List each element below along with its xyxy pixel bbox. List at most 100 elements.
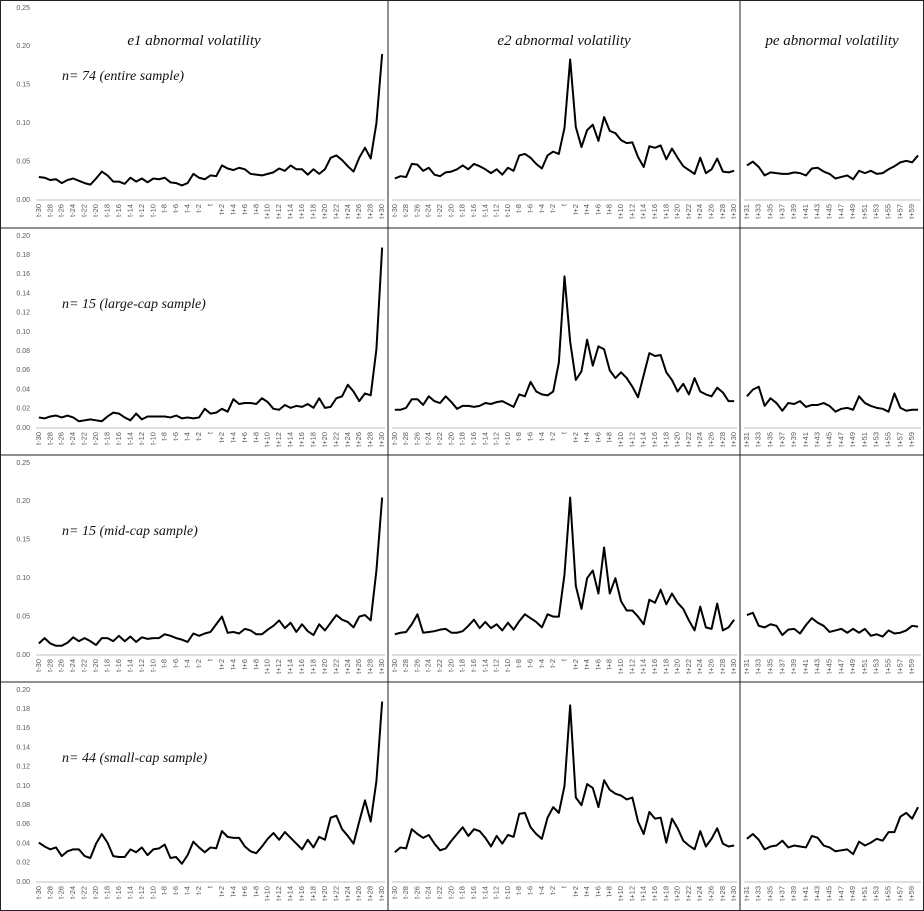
x-tick-label: t+49 (848, 886, 857, 901)
x-tick-label: t+20 (320, 886, 329, 901)
x-tick-label: t-22 (80, 659, 89, 672)
x-tick-label: t-14 (125, 659, 134, 672)
x-tick-label: t-10 (148, 432, 157, 445)
y-tick-label: 0.00 (16, 652, 30, 659)
x-tick-label: t+43 (813, 432, 822, 447)
x-tick-label: t+24 (695, 204, 704, 219)
x-tick-label: t+14 (286, 659, 295, 674)
x-tick-label: t+28 (366, 659, 375, 674)
x-tick-label: t-20 (446, 659, 455, 672)
y-tick-label: 0.25 (16, 5, 30, 12)
x-tick-label: t-20 (91, 432, 100, 445)
annotation: n= 15 (mid-cap sample) (62, 524, 198, 539)
x-tick-label: t (559, 885, 568, 888)
x-tick-label: t+45 (825, 659, 834, 674)
x-tick-label: t-20 (446, 432, 455, 445)
x-tick-label: t+20 (320, 204, 329, 219)
x-tick-label: t+20 (320, 432, 329, 447)
x-tick-label: t-30 (34, 204, 43, 217)
x-tick-label: t+28 (718, 886, 727, 901)
x-tick-label: t+35 (766, 659, 775, 674)
x-tick-label: t+55 (884, 886, 893, 901)
x-tick-label: t-20 (446, 886, 455, 899)
x-tick-label: t-26 (57, 204, 66, 217)
x-tick-label: t+57 (895, 432, 904, 447)
y-tick-label: 0.12 (16, 310, 30, 317)
x-tick-label: t-10 (503, 886, 512, 899)
x-tick-label: t+53 (872, 204, 881, 219)
x-tick-label: t-24 (68, 432, 77, 445)
y-tick-label: 0.04 (16, 386, 30, 393)
x-tick-label: t-4 (537, 204, 546, 213)
x-tick-label: t+10 (616, 204, 625, 219)
x-tick-label: t+22 (331, 659, 340, 674)
x-tick-label: t-16 (469, 659, 478, 672)
x-tick-label: t+24 (343, 432, 352, 447)
y-tick-label: 0.10 (16, 329, 30, 336)
x-tick-label: t+26 (354, 886, 363, 901)
x-tick-label: t+18 (661, 204, 670, 219)
x-tick-label: t-16 (114, 886, 123, 899)
x-tick-label: t-8 (514, 204, 523, 213)
x-tick-label: t-22 (435, 659, 444, 672)
x-tick-label: t-22 (435, 432, 444, 445)
x-tick-label: t+51 (860, 659, 869, 674)
x-tick-label: t+41 (801, 659, 810, 674)
x-tick-label: t+33 (754, 204, 763, 219)
x-tick-label: t+24 (695, 432, 704, 447)
series-line (746, 385, 919, 413)
x-tick-label: t-30 (390, 204, 399, 217)
x-tick-label: t+8 (605, 659, 614, 670)
x-tick-label: t+22 (331, 432, 340, 447)
x-tick-label: t+22 (684, 659, 693, 674)
chart-title: e1 abnormal volatility (127, 33, 261, 49)
x-tick-label: t-22 (80, 204, 89, 217)
x-tick-label: t+20 (320, 659, 329, 674)
x-tick-label: t+2 (571, 659, 580, 670)
y-tick-label: 0.14 (16, 744, 30, 751)
y-tick-label: 0.10 (16, 575, 30, 582)
x-tick-label: t+8 (605, 204, 614, 215)
x-tick-label: t-14 (125, 204, 134, 217)
x-tick-label: t+20 (673, 886, 682, 901)
x-tick-label: t-6 (526, 204, 535, 213)
x-tick-label: t-12 (137, 659, 146, 672)
x-tick-label: t-30 (390, 659, 399, 672)
y-tick-label: 0.10 (16, 120, 30, 127)
x-tick-label: t+39 (789, 432, 798, 447)
x-tick-label: t+18 (308, 659, 317, 674)
x-tick-label: t+8 (251, 204, 260, 215)
x-tick-label: t+6 (593, 886, 602, 897)
x-tick-label: t+8 (251, 886, 260, 897)
x-tick-label: t-30 (390, 886, 399, 899)
x-tick-label: t+14 (286, 886, 295, 901)
x-tick-label: t+59 (907, 659, 916, 674)
x-tick-label: t-4 (183, 659, 192, 668)
x-tick-label: t+28 (366, 886, 375, 901)
x-tick-label: t+49 (848, 204, 857, 219)
y-tick-label: 0.06 (16, 367, 30, 374)
x-tick-label: t+55 (884, 659, 893, 674)
x-tick-label: t+6 (240, 432, 249, 443)
x-tick-label: t-16 (469, 204, 478, 217)
x-tick-label: t-24 (424, 432, 433, 445)
x-tick-label: t+18 (308, 204, 317, 219)
x-tick-label: t+26 (354, 204, 363, 219)
x-tick-label: t+31 (742, 204, 751, 219)
x-tick-label: t+22 (684, 432, 693, 447)
x-tick-label: t+26 (354, 432, 363, 447)
x-tick-label: t+16 (650, 432, 659, 447)
x-tick-label: t+14 (639, 886, 648, 901)
x-tick-label: t-2 (194, 204, 203, 213)
x-tick-label: t (559, 658, 568, 661)
x-tick-label: t+33 (754, 659, 763, 674)
x-tick-label: t+12 (627, 432, 636, 447)
x-tick-label: t-20 (91, 204, 100, 217)
x-tick-label: t-14 (480, 886, 489, 899)
x-tick-label: t-18 (458, 204, 467, 217)
x-tick-label: t+35 (766, 204, 775, 219)
y-tick-label: 0.18 (16, 706, 30, 713)
y-tick-label: 0.05 (16, 158, 30, 165)
x-tick-label: t-24 (424, 659, 433, 672)
x-tick-label: t+51 (860, 432, 869, 447)
